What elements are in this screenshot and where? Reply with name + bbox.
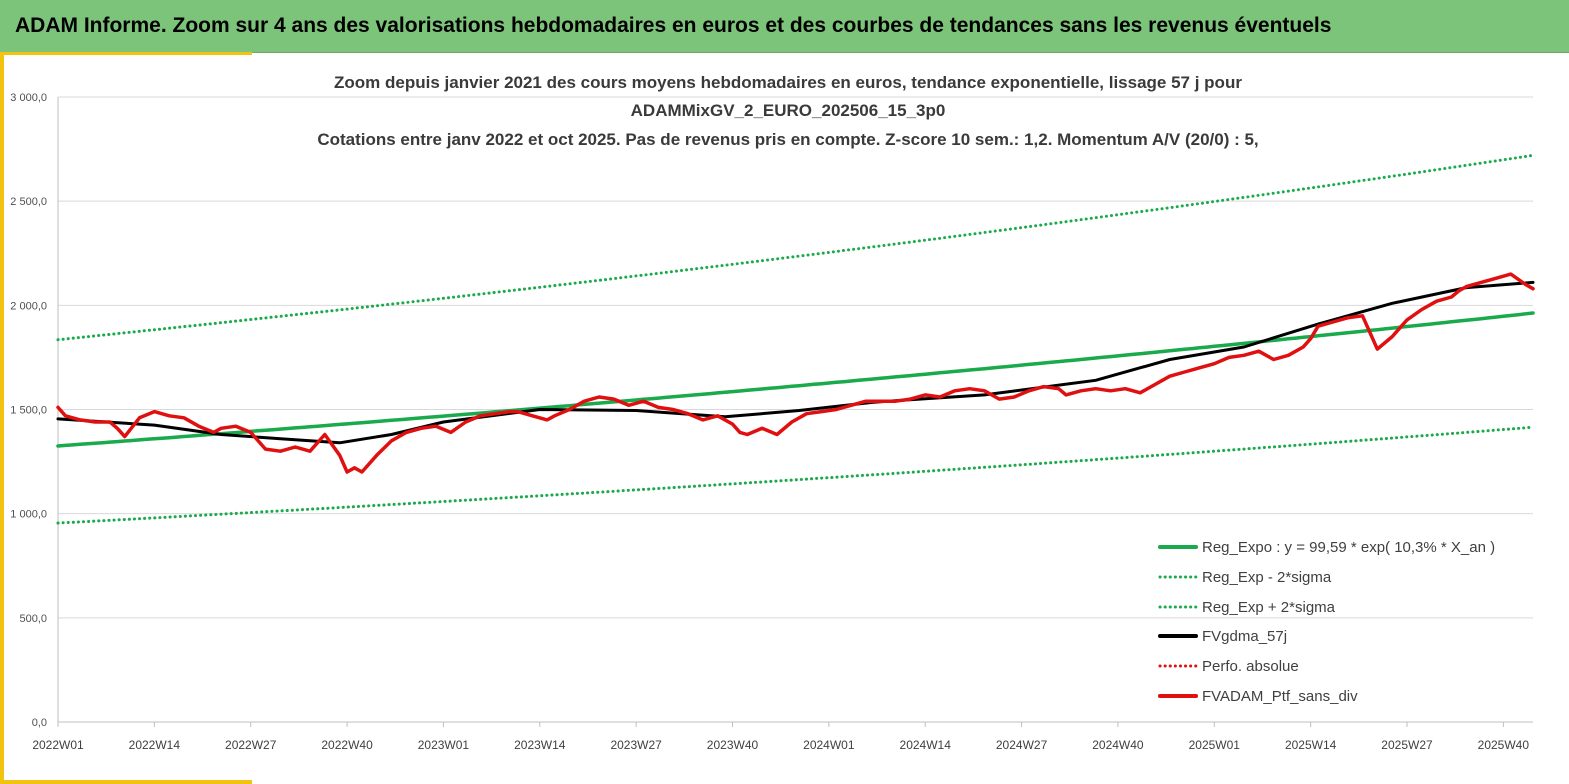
legend-label: Reg_Exp + 2*sigma (1202, 599, 1336, 616)
series-layer (56, 153, 1535, 525)
x-tick-label: 2023W01 (418, 738, 470, 752)
title-banner: ADAM Informe. Zoom sur 4 ans des valoris… (0, 0, 1569, 53)
x-tick-label: 2025W14 (1285, 738, 1337, 752)
y-tick-label: 1 500,0 (10, 405, 47, 417)
y-tick-label: 500,0 (19, 613, 47, 625)
x-tick-label: 2022W14 (129, 738, 181, 752)
series-line-2 (56, 153, 1535, 342)
legend-label: FVgdma_57j (1202, 628, 1287, 645)
x-tick-label: 2022W40 (321, 738, 373, 752)
accent-bar-left (0, 52, 4, 784)
x-tick-label: 2024W01 (803, 738, 855, 752)
legend-label: Reg_Expo : y = 99,59 * exp( 10,3% * X_an… (1202, 539, 1495, 556)
x-tick-label: 2023W14 (514, 738, 566, 752)
x-tick-label: 2025W01 (1189, 738, 1241, 752)
x-tick-label: 2024W27 (996, 738, 1048, 752)
x-tick-label: 2023W40 (707, 738, 759, 752)
x-axis: 2022W01 2022W14 2022W27 2022W40 2023W01 2023W… (32, 721, 1533, 752)
legend-label: FVADAM_Ptf_sans_div (1202, 688, 1358, 705)
legend: Reg_Expo : y = 99,59 * exp( 10,3% * X_an… (1158, 539, 1495, 705)
y-tick-label: 2 000,0 (10, 300, 47, 312)
series-line-1 (56, 425, 1535, 525)
y-tick-label: 0,0 (32, 717, 47, 729)
series-line-0 (56, 311, 1535, 448)
x-tick-label: 2023W27 (610, 738, 662, 752)
x-tick-label: 2025W40 (1478, 738, 1530, 752)
x-tick-label: 2024W14 (900, 738, 952, 752)
x-tick-label: 2022W27 (225, 738, 277, 752)
legend-label: Reg_Exp - 2*sigma (1202, 569, 1332, 586)
y-axis: 0,0 500,0 1 000,0 1 500,0 2 000,0 2 500,0 3 00… (10, 92, 59, 729)
chart-title: Zoom depuis janvier 2021 des cours moyen… (317, 73, 1258, 149)
x-tick-label: 2022W01 (32, 738, 84, 752)
series-line-3 (56, 280, 1535, 445)
chart-title-line-2: ADAMMixGV_2_EURO_202506_15_3p0 (631, 101, 946, 120)
accent-bar-top (4, 52, 252, 55)
x-tick-label: 2025W27 (1381, 738, 1433, 752)
accent-bar-bottom (0, 780, 252, 784)
y-tick-label: 1 000,0 (10, 509, 47, 521)
chart-title-line-3: Cotations entre janv 2022 et oct 2025. P… (317, 130, 1258, 149)
series-line-5 (56, 272, 1535, 474)
chart-title-line-1: Zoom depuis janvier 2021 des cours moyen… (334, 73, 1242, 92)
legend-label: Perfo. absolue (1202, 658, 1299, 675)
x-tick-label: 2024W40 (1092, 738, 1144, 752)
banner-title: ADAM Informe. Zoom sur 4 ans des valoris… (15, 14, 1332, 37)
y-tick-label: 3 000,0 (10, 92, 47, 104)
y-tick-label: 2 500,0 (10, 196, 47, 208)
